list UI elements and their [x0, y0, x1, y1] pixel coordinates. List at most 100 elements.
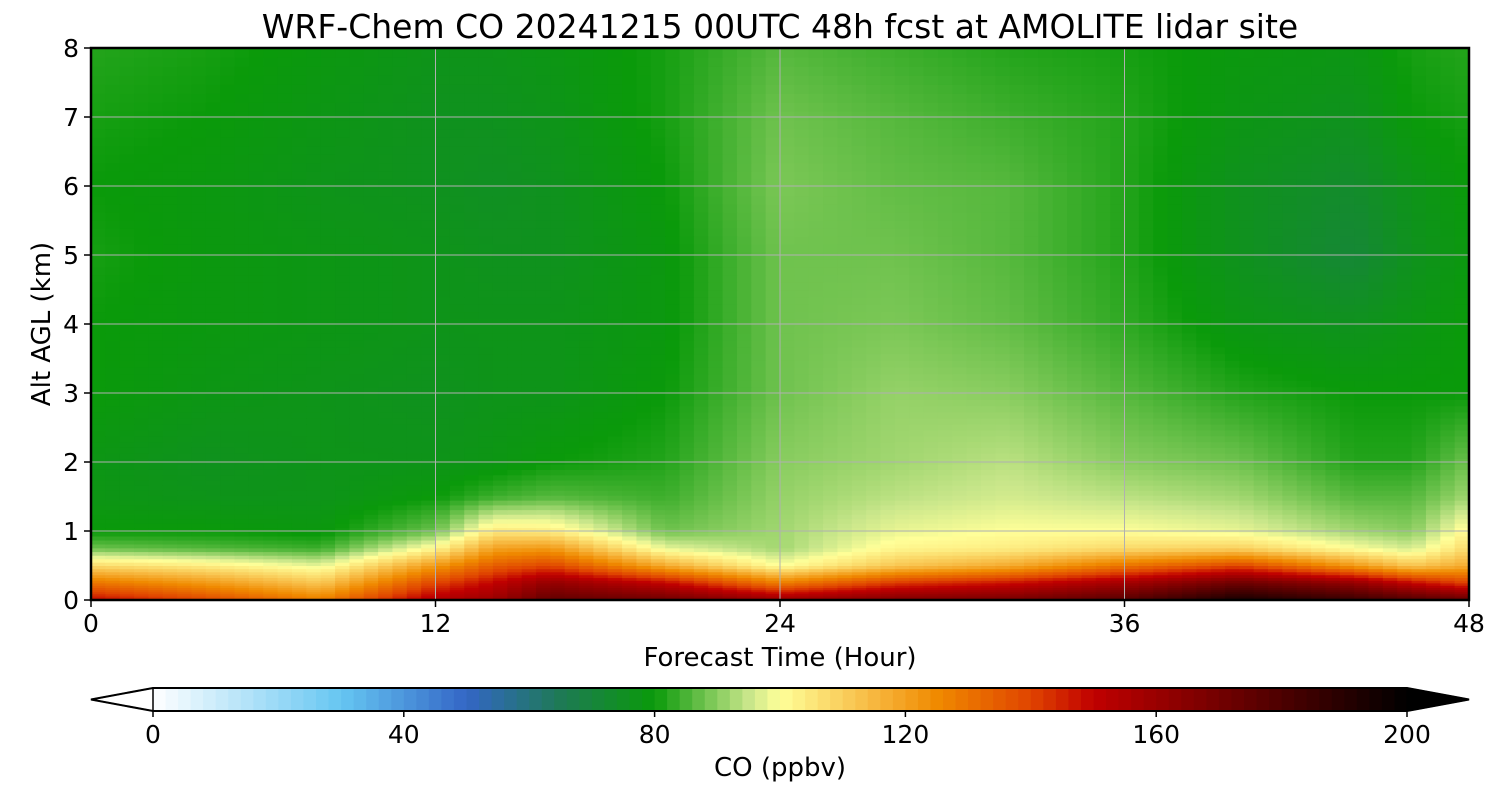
heatmap-cell [650, 474, 666, 481]
heatmap-cell [1067, 580, 1083, 584]
heatmap-cell [851, 543, 867, 549]
heatmap-cell [650, 580, 666, 584]
heatmap-cell [1268, 500, 1283, 506]
heatmap-cell [91, 495, 106, 501]
heatmap-cell [1311, 595, 1327, 598]
heatmap-cell [478, 574, 494, 579]
heatmap-cell [995, 585, 1011, 589]
heatmap-cell [1397, 429, 1413, 437]
heatmap-cell [1296, 485, 1312, 491]
heatmap-cell [722, 399, 738, 407]
heatmap-cell [134, 504, 150, 511]
heatmap-cell [335, 463, 350, 470]
heatmap-cell [751, 547, 767, 553]
heatmap-cell [1138, 399, 1154, 407]
heatmap-cell [291, 593, 307, 596]
heatmap-cell [1110, 587, 1126, 591]
heatmap-cell [119, 411, 135, 419]
heatmap-cell [449, 574, 465, 579]
heatmap-cell [1339, 596, 1355, 599]
heatmap-cell [406, 479, 422, 486]
heatmap-cell [751, 587, 767, 591]
heatmap-cell [550, 500, 566, 506]
heatmap-cell [205, 547, 221, 553]
heatmap-cell [765, 539, 781, 545]
heatmap-cell [205, 429, 221, 437]
heatmap-cell [1052, 591, 1068, 595]
heatmap-cell [1296, 587, 1312, 591]
heatmap-cell [1009, 568, 1025, 573]
heatmap-cell [894, 495, 910, 501]
heatmap-cell [349, 504, 365, 511]
heatmap-cell [134, 597, 150, 600]
heatmap-cell [823, 596, 839, 599]
heatmap-cell [1124, 469, 1140, 476]
heatmap-cell [607, 469, 623, 476]
heatmap-cell [335, 585, 350, 589]
heatmap-cell [392, 423, 408, 431]
heatmap-cell [980, 485, 996, 491]
heatmap-cell [665, 582, 681, 586]
heatmap-cell [1325, 527, 1341, 533]
heatmap-cell [148, 509, 164, 515]
heatmap-cell [1038, 509, 1054, 515]
heatmap-cell [263, 495, 279, 501]
heatmap-cell [1397, 485, 1413, 491]
heatmap-cell [535, 580, 551, 584]
heatmap-cell [1224, 509, 1240, 515]
heatmap-cell [1440, 447, 1456, 454]
heatmap-cell [220, 558, 236, 563]
heatmap-cell [1196, 441, 1212, 448]
heatmap-cell [363, 469, 379, 476]
heatmap-cell [1382, 411, 1398, 419]
heatmap-cell [1296, 411, 1312, 419]
heatmap-cell [794, 429, 810, 437]
heatmap-cell [392, 582, 408, 586]
heatmap-cell [1224, 531, 1240, 537]
heatmap-cell [780, 585, 795, 589]
heatmap-cell [765, 423, 781, 431]
heatmap-cell [406, 574, 422, 579]
heatmap-cell [1268, 558, 1283, 563]
heatmap-cell [894, 535, 910, 541]
heatmap-cell [1210, 580, 1226, 584]
heatmap-cell [708, 500, 724, 506]
heatmap-cell [478, 500, 494, 506]
heatmap-cell [1454, 547, 1470, 553]
heatmap-cell [1224, 568, 1240, 573]
heatmap-cell [1425, 585, 1441, 589]
heatmap-cell [995, 593, 1011, 596]
heatmap-cell [134, 547, 150, 553]
heatmap-cell [306, 593, 322, 596]
heatmap-cell [220, 582, 236, 586]
heatmap-cell [1210, 495, 1226, 501]
heatmap-cell [320, 562, 336, 566]
heatmap-cell [1024, 574, 1039, 579]
heatmap-cell [1268, 527, 1283, 533]
heatmap-cell [191, 393, 207, 400]
heatmap-cell [1167, 558, 1183, 563]
heatmap-cell [808, 577, 824, 581]
heatmap-cell [693, 539, 709, 545]
heatmap-cell [335, 589, 350, 593]
heatmap-cell [1282, 535, 1298, 541]
heatmap-cell [1282, 417, 1298, 425]
heatmap-cell [866, 474, 882, 481]
heatmap-cell [291, 399, 307, 407]
heatmap-cell [894, 469, 910, 476]
heatmap-cell [650, 595, 666, 598]
heatmap-cell [794, 485, 810, 491]
heatmap-cell [823, 593, 839, 596]
heatmap-cell [535, 543, 551, 549]
heatmap-cell [593, 596, 609, 599]
heatmap-cell [220, 504, 236, 511]
heatmap-cell [851, 582, 867, 586]
heatmap-cell [277, 429, 293, 437]
heatmap-cell [593, 393, 609, 400]
heatmap-cell [607, 551, 623, 556]
heatmap-cell [535, 571, 551, 576]
heatmap-cell [263, 509, 279, 515]
heatmap-cell [507, 447, 523, 454]
heatmap-cell [995, 447, 1011, 454]
heatmap-cell [751, 551, 767, 556]
